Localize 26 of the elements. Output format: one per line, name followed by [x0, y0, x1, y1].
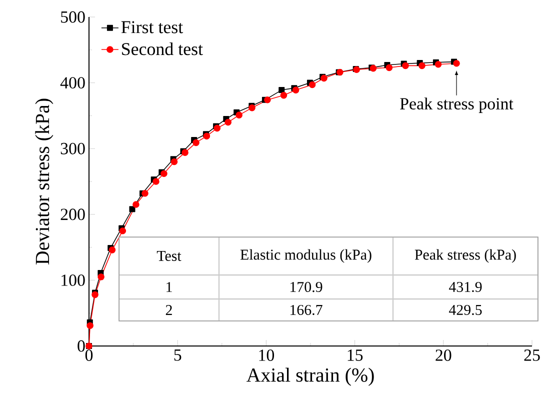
- annotation: 431.9: [448, 282, 482, 292]
- annotation: Peak stress point: [400, 98, 514, 113]
- legend-label: Second test: [122, 42, 203, 56]
- annotation: 170.9: [290, 282, 322, 292]
- annotation: 429.5: [448, 304, 482, 316]
- x-tick-label: 5: [174, 350, 182, 361]
- annotation: 2: [166, 305, 172, 315]
- annotation: Elastic modulus (kPa): [240, 249, 372, 263]
- x-tick-label: 25: [524, 350, 540, 361]
- x-tick-label: 10: [259, 350, 274, 361]
- x-tick-label: 15: [348, 350, 363, 361]
- y-tick-label: 500: [61, 11, 85, 23]
- y-tick-label: 300: [60, 142, 85, 154]
- y-tick-label: 200: [60, 208, 85, 220]
- x-tick-label: 20: [436, 350, 452, 361]
- y-tick-label: 400: [60, 77, 85, 89]
- y-axis-title: Deviator stress (kPa): [35, 98, 54, 264]
- y-tick-label: 0: [78, 340, 85, 352]
- annotation: 1: [166, 282, 172, 292]
- x-tick-label: 0: [85, 350, 93, 361]
- x-axis-title: Axial strain (%): [246, 368, 374, 386]
- annotation: 166.7: [290, 304, 322, 316]
- annotation: Test: [156, 251, 182, 261]
- annotation: Peak stress (kPa): [414, 249, 516, 263]
- y-tick-label: 100: [62, 274, 85, 286]
- legend-label: First test: [121, 21, 184, 34]
